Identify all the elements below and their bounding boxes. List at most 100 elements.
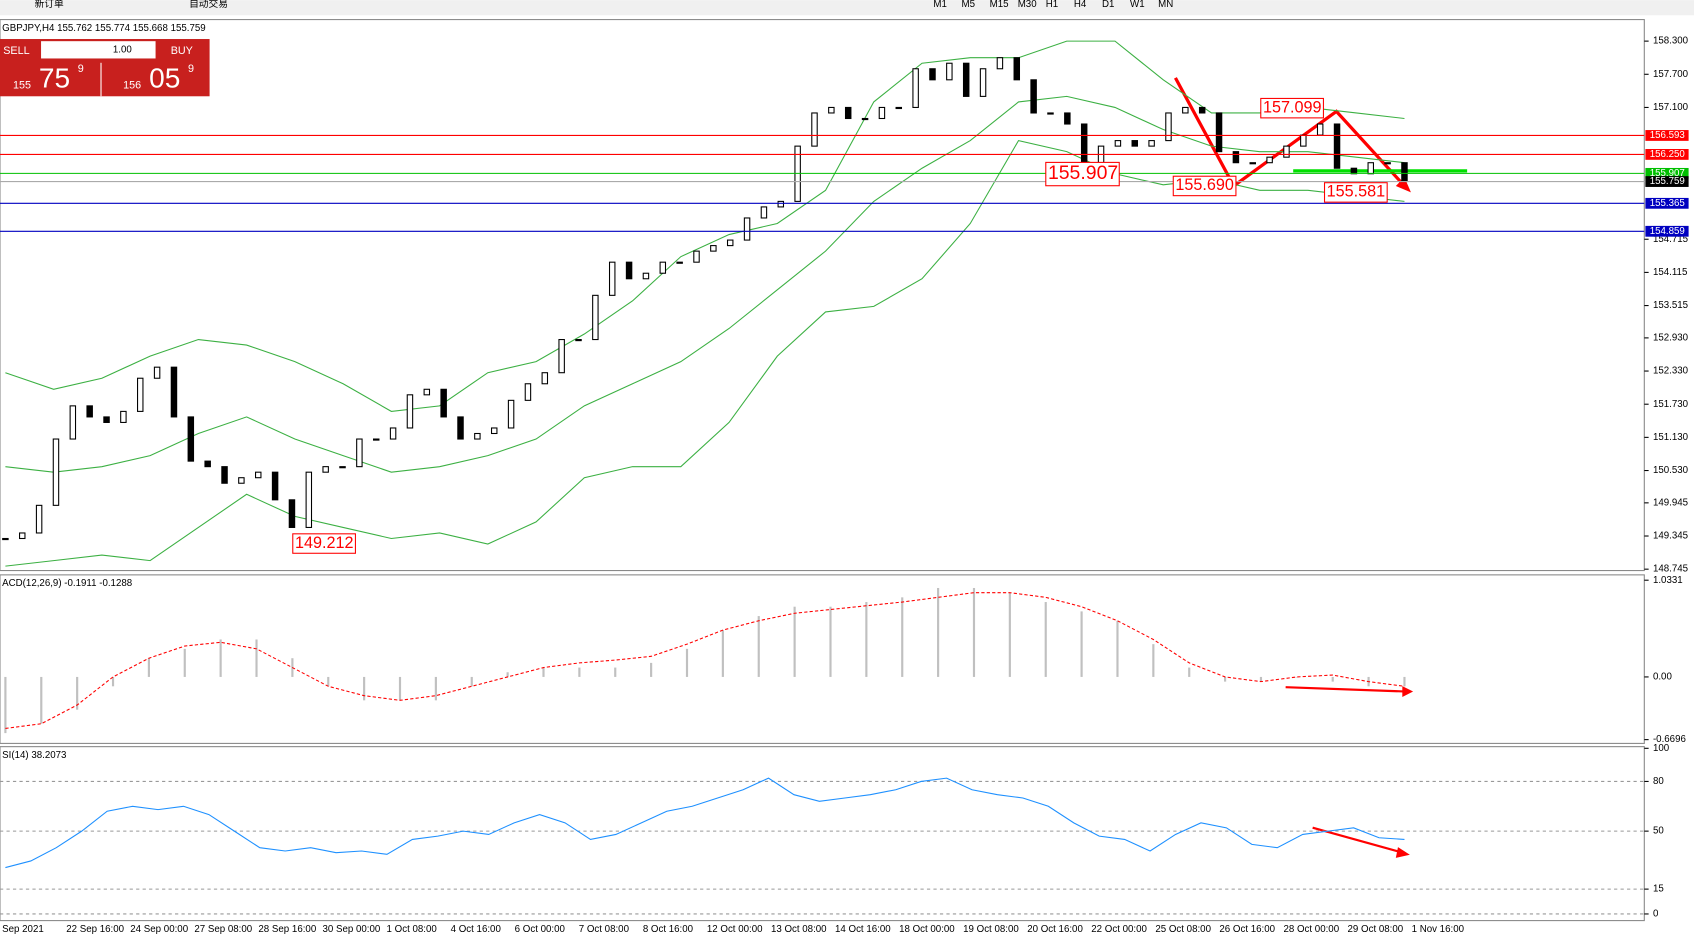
candle [760, 206, 768, 219]
candle [743, 217, 751, 241]
arrow-head [1402, 686, 1414, 697]
y-tick-label: 151.130 [1653, 432, 1689, 443]
candle [19, 532, 26, 540]
annotation: 155.907 [1048, 162, 1118, 184]
macd-bar [1224, 676, 1227, 682]
timeframe-button[interactable]: M1 [933, 0, 947, 10]
x-tick-label: 8 Oct 16:00 [643, 924, 694, 935]
macd-panel [0, 574, 1645, 744]
candle [659, 261, 667, 274]
level-label: 154.859 [1650, 226, 1685, 237]
timeframe-button[interactable]: M5 [962, 0, 976, 10]
candle [389, 427, 397, 440]
level-label: 155.365 [1650, 198, 1685, 209]
x-tick-label: 29 Oct 08:00 [1348, 924, 1404, 935]
macd-bar [1044, 602, 1047, 677]
candle [844, 106, 852, 120]
level-tag [1645, 149, 1689, 160]
candle [238, 477, 245, 484]
candle [1367, 162, 1374, 175]
candle [693, 250, 700, 263]
timeframe-button[interactable]: H1 [1046, 0, 1058, 10]
macd-bar [183, 648, 186, 677]
y-tick-label: 100 [1653, 743, 1670, 754]
candle [423, 388, 431, 396]
y-tick-label: 154.115 [1653, 267, 1687, 278]
y-tick-label: 152.930 [1653, 332, 1689, 343]
level-tag [1645, 176, 1689, 187]
timeframe-button[interactable]: W1 [1130, 0, 1145, 10]
macd-bar [4, 676, 7, 734]
bid-pips: 75 [39, 62, 70, 93]
macd-bar [578, 667, 581, 677]
macd-bar [1403, 676, 1406, 687]
y-tick-label: 80 [1653, 776, 1664, 787]
y-tick-label: 152.330 [1653, 366, 1689, 377]
x-tick-label: 26 Oct 16:00 [1219, 924, 1275, 935]
candle [811, 112, 818, 147]
macd-bar [76, 676, 79, 710]
menu-item[interactable]: 自动交易 [189, 0, 228, 10]
candle [1148, 140, 1155, 147]
candle [35, 504, 43, 534]
y-tick-label: 150.530 [1653, 465, 1689, 476]
buy-button[interactable]: BUY [171, 45, 193, 57]
lot-box[interactable] [41, 41, 156, 59]
menu-item[interactable]: 新订单 [35, 0, 64, 10]
x-tick-label: 22 Sep 16:00 [66, 924, 124, 935]
macd-bar [901, 597, 904, 677]
x-tick-label: Sep 2021 [2, 924, 44, 935]
timeframe-button[interactable]: D1 [1102, 0, 1114, 10]
timeframe-button[interactable]: M30 [1018, 0, 1038, 10]
timeframe-button[interactable]: H4 [1074, 0, 1087, 10]
timeframe-button[interactable]: MN [1158, 0, 1173, 10]
lot-value[interactable]: 1.00 [113, 44, 133, 55]
macd-bar [470, 676, 473, 687]
candle [710, 245, 717, 252]
candle [541, 372, 549, 385]
bollinger-lower [5, 139, 1405, 567]
candle [1333, 123, 1341, 169]
candle [592, 294, 599, 341]
macd-bar [111, 676, 115, 687]
candle [642, 272, 650, 280]
x-tick-label: 14 Oct 16:00 [835, 924, 891, 935]
x-tick-label: 28 Sep 16:00 [258, 924, 316, 935]
y-tick-label: 153.515 [1653, 300, 1688, 311]
macd-bar [255, 639, 258, 677]
candle [828, 106, 835, 114]
candle [103, 416, 110, 423]
y-tick-label: 0 [1653, 909, 1659, 920]
x-tick-label: 4 Oct 16:00 [451, 924, 502, 935]
annotation: 157.099 [1263, 98, 1322, 116]
sell-button[interactable]: SELL [3, 45, 29, 57]
trade-panel [0, 39, 210, 97]
candle [440, 388, 447, 418]
candle [895, 106, 903, 110]
x-tick-label: 1 Oct 08:00 [387, 924, 438, 935]
candle [1131, 140, 1139, 147]
candle [170, 366, 178, 418]
y-tick-label: 148.745 [1653, 564, 1688, 575]
bollinger-middle [5, 95, 1405, 473]
timeframe-button[interactable]: M15 [990, 0, 1009, 10]
candle [356, 438, 363, 468]
candle [962, 62, 970, 97]
y-tick-label: 154.715 [1653, 234, 1688, 245]
annotation-box [1323, 182, 1388, 203]
main-panel [0, 19, 1645, 572]
y-tick-label: -0.6696 [1653, 734, 1686, 745]
macd-bar [434, 676, 437, 701]
candle [878, 106, 886, 120]
candle [288, 499, 296, 528]
macd-bar [1008, 592, 1011, 677]
candle [558, 339, 565, 374]
panel-title: ACD(12,26,9) -0.1911 -0.1288 [2, 578, 132, 589]
level-tag [1645, 167, 1689, 179]
candle [861, 117, 869, 121]
arrow-head [1395, 177, 1411, 193]
macd-bar [1080, 611, 1083, 677]
candle [1047, 112, 1054, 115]
